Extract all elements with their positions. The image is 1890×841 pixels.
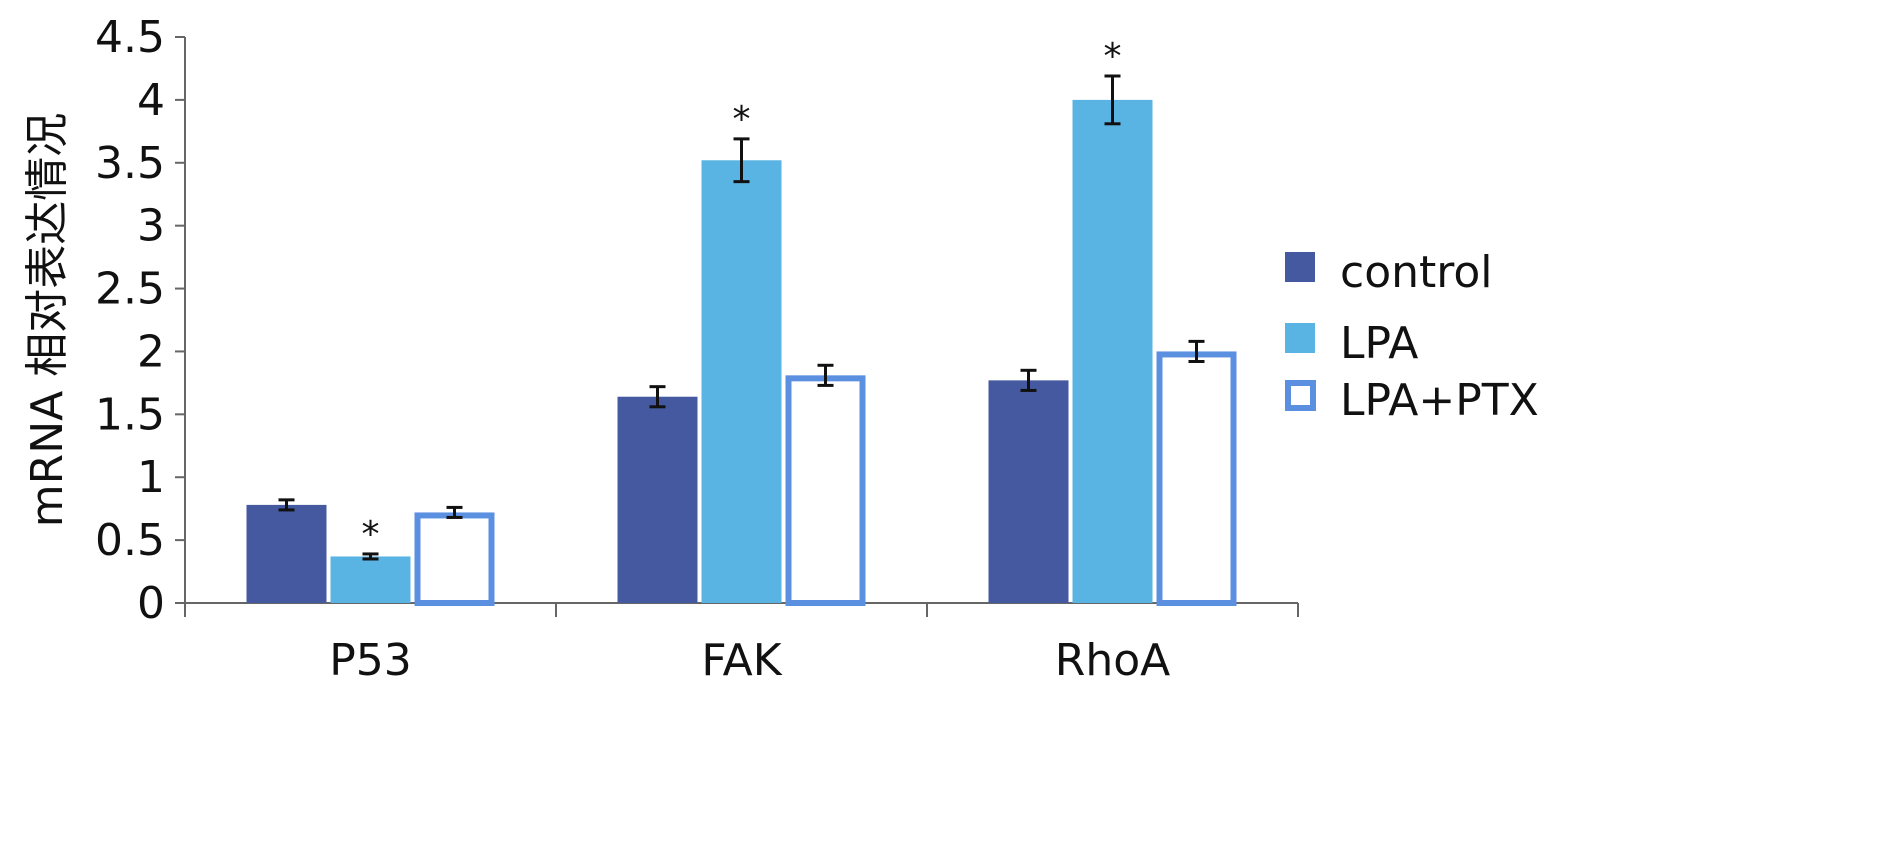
y-tick-label: 4 <box>137 75 165 126</box>
x-tick-label: P53 <box>329 635 412 686</box>
x-tick-label: RhoA <box>1055 635 1170 686</box>
bar-control <box>617 396 698 603</box>
y-tick-label: 3 <box>137 201 165 252</box>
bars: * * * <box>246 36 1237 607</box>
legend-label: LPA+PTX <box>1340 375 1539 426</box>
y-axis-label: mRNA 相对表达情况 <box>22 113 73 527</box>
significance-mark: * <box>1104 36 1122 77</box>
bar-control <box>988 380 1069 603</box>
bar-control <box>246 504 327 603</box>
y-tick-label: 3.5 <box>95 138 165 189</box>
bar-lpa-ptx <box>785 375 866 606</box>
y-axis: 0 0.5 1 1.5 2 2.5 3 3.5 4 4.5 <box>95 12 186 629</box>
y-tick-label: 1.5 <box>95 389 165 440</box>
bar-lpa-ptx <box>1156 351 1237 607</box>
y-tick-label: 1 <box>137 452 165 503</box>
legend: control LPA LPA+PTX <box>1285 247 1539 426</box>
legend-swatch <box>1285 252 1315 282</box>
x-axis: P53 FAK RhoA <box>184 602 1299 686</box>
legend-swatch <box>1285 323 1315 353</box>
significance-mark: * <box>362 514 380 555</box>
x-tick-label: FAK <box>701 635 782 686</box>
y-tick-label: 0 <box>137 578 165 629</box>
y-tick-label: 0.5 <box>95 515 165 566</box>
y-tick-label: 4.5 <box>95 12 165 63</box>
legend-label: control <box>1340 247 1493 298</box>
bar-lpa <box>1072 99 1153 603</box>
significance-mark: * <box>733 99 751 140</box>
bar-lpa <box>330 556 411 603</box>
y-tick-label: 2.5 <box>95 264 165 315</box>
bar-lpa <box>701 160 782 604</box>
legend-label: LPA <box>1340 318 1418 369</box>
legend-swatch <box>1285 380 1316 411</box>
bar-lpa-ptx <box>414 512 495 606</box>
y-tick-label: 2 <box>137 326 165 377</box>
